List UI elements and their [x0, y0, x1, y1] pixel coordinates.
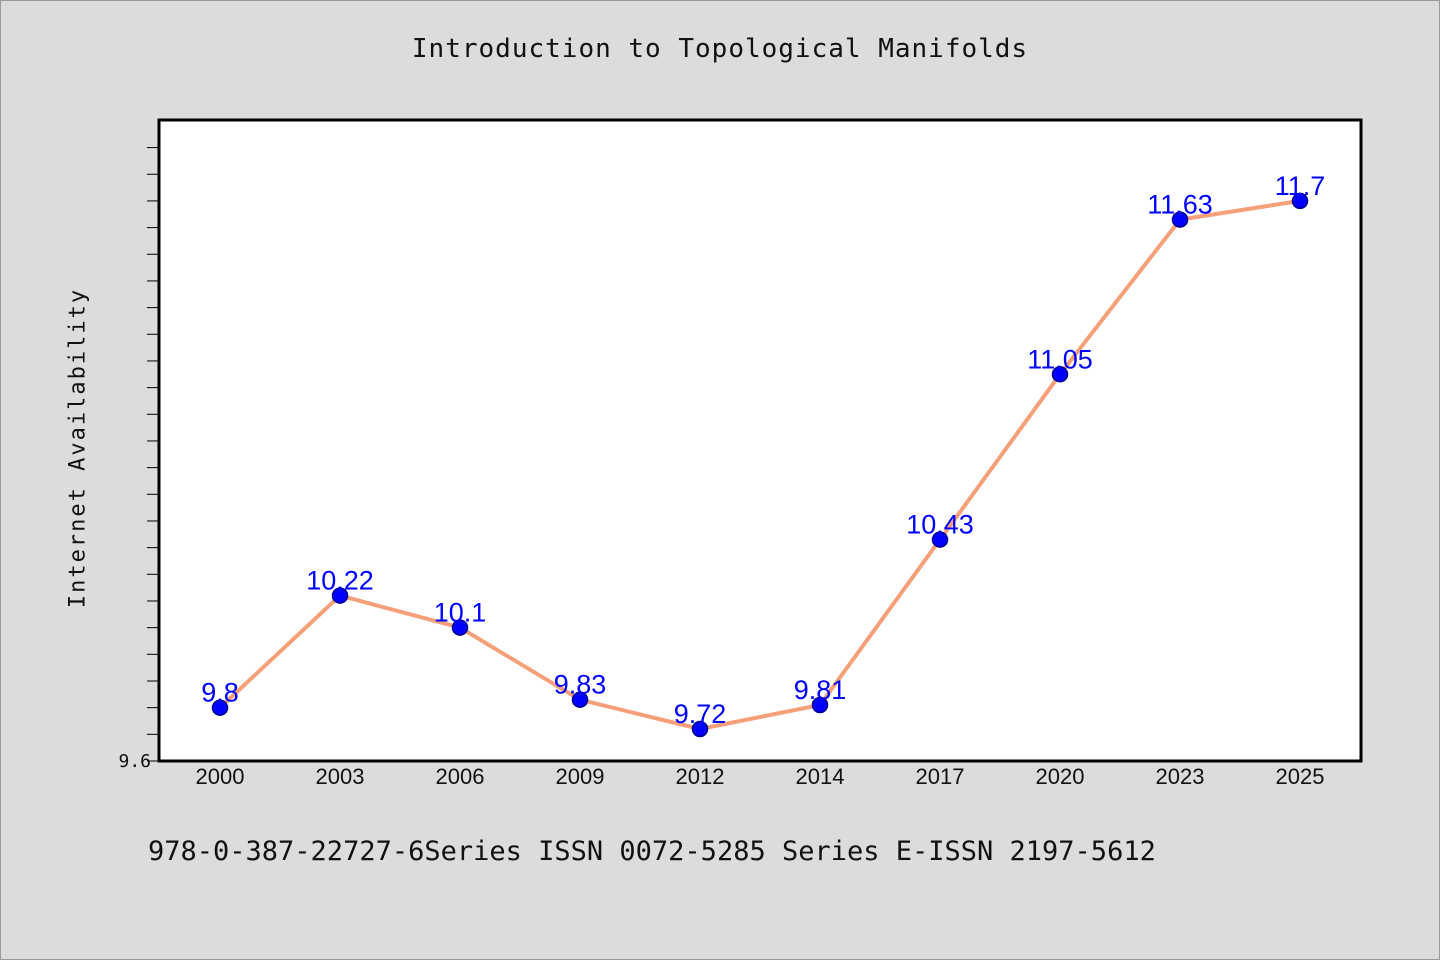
data-label: 9.72	[674, 699, 727, 729]
data-label: 9.8	[201, 678, 239, 708]
data-label: 11.63	[1147, 190, 1213, 220]
footer-isbn-issn: 978-0-387-22727-6Series ISSN 0072-5285 S…	[148, 836, 1156, 867]
x-tick-label: 2014	[796, 764, 845, 789]
data-labels: 9.8 10.22 10.1 9.83 9.72 9.81 10.43 11.05 11.63 1…	[201, 171, 1325, 729]
data-point	[1291, 192, 1309, 210]
data-point	[451, 619, 469, 636]
series-line	[218, 198, 1301, 731]
data-label: 9.83	[554, 670, 607, 700]
x-tick-label: 2017	[916, 764, 965, 789]
data-point	[331, 587, 349, 604]
data-point	[811, 696, 829, 714]
data-label: 10.43	[906, 510, 974, 540]
data-markers	[211, 192, 1309, 738]
plot-area	[157, 118, 1363, 763]
data-label: 9.81	[794, 675, 847, 705]
y-tick-label: 9.6	[118, 751, 151, 772]
data-label: 10.22	[306, 566, 374, 596]
data-point	[691, 720, 709, 738]
x-tick-label: 2009	[556, 764, 605, 789]
data-point	[931, 531, 949, 548]
data-point	[571, 691, 589, 708]
x-axis-tick-labels: 2000 2003 2006 2009 2012 2014 2017 2020 2023 2025	[196, 764, 1325, 789]
data-label: 10.1	[434, 598, 487, 628]
x-tick-label: 2025	[1276, 764, 1325, 789]
y-axis-ticks: 9.6	[118, 147, 159, 772]
x-tick-label: 2023	[1156, 764, 1205, 789]
data-label: 11.7	[1275, 171, 1326, 201]
x-tick-label: 2020	[1036, 764, 1085, 789]
x-tick-label: 2012	[676, 764, 725, 789]
x-tick-label: 2003	[316, 764, 365, 789]
data-point	[1171, 211, 1189, 228]
data-point	[1051, 366, 1069, 383]
data-point	[211, 699, 229, 716]
x-tick-label: 2006	[436, 764, 485, 789]
data-label: 11.05	[1027, 344, 1093, 374]
x-tick-label: 2000	[196, 764, 245, 789]
chart-title: Introduction to Topological Manifolds	[411, 34, 1029, 64]
